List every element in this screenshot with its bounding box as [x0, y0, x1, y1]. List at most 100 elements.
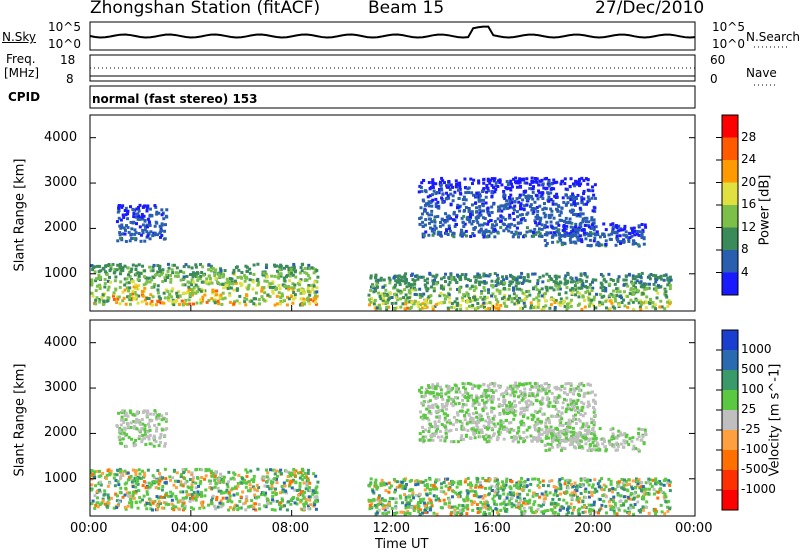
heatmap-cell [497, 496, 501, 500]
heatmap-cell [121, 204, 125, 208]
heatmap-cell [534, 436, 538, 440]
heatmap-cell [622, 238, 626, 242]
heatmap-cell [483, 288, 487, 292]
heatmap-cell [106, 264, 110, 268]
heatmap-cell [626, 284, 630, 288]
heatmap-cell [134, 420, 138, 424]
heatmap-cell [398, 279, 402, 283]
heatmap-cell [120, 428, 124, 432]
heatmap-cell [593, 183, 597, 187]
heatmap-cell [199, 274, 203, 278]
heatmap-cell [439, 277, 443, 281]
heatmap-cell [624, 282, 628, 286]
heatmap-cell [565, 296, 569, 300]
heatmap-cell [537, 485, 541, 489]
heatmap-cell [513, 302, 517, 306]
heatmap-cell [562, 299, 566, 303]
heatmap-cell [472, 178, 476, 182]
heatmap-cell [545, 231, 549, 235]
heatmap-cell [134, 473, 138, 477]
heatmap-cell [576, 231, 580, 235]
heatmap-cell [586, 289, 590, 293]
heatmap-cell [512, 493, 516, 497]
heatmap-cell [231, 476, 235, 480]
heatmap-cell [467, 296, 471, 300]
heatmap-cell [528, 183, 532, 187]
heatmap-cell [536, 279, 540, 283]
heatmap-cell [592, 239, 596, 243]
heatmap-cell [608, 294, 612, 298]
heatmap-cell [126, 266, 130, 270]
heatmap-cell [292, 290, 296, 294]
heatmap-cell [152, 444, 156, 448]
heatmap-cell [221, 503, 225, 507]
heatmap-cell [597, 508, 601, 512]
heatmap-cell [149, 498, 153, 502]
heatmap-cell [538, 409, 542, 413]
heatmap-cell [294, 480, 298, 484]
heatmap-cell [481, 204, 485, 208]
heatmap-cell [600, 477, 604, 481]
heatmap-cell [622, 233, 626, 237]
heatmap-cell [209, 264, 213, 268]
heatmap-cell [159, 435, 163, 439]
heatmap-cell [189, 273, 193, 277]
heatmap-cell [541, 196, 545, 200]
heatmap-cell [464, 205, 468, 209]
heatmap-cell [496, 281, 500, 285]
heatmap-cell [498, 494, 502, 498]
heatmap-cell [602, 285, 606, 289]
heatmap-cell [471, 303, 475, 307]
heatmap-cell [447, 196, 451, 200]
heatmap-cell [480, 290, 484, 294]
heatmap-cell [163, 481, 167, 485]
heatmap-cell [541, 207, 545, 211]
heatmap-cell [461, 198, 465, 202]
heatmap-cell [442, 285, 446, 289]
heatmap-cell [387, 510, 391, 514]
heatmap-cell [483, 217, 487, 221]
heatmap-cell [537, 230, 541, 234]
heatmap-cell [465, 512, 469, 516]
heatmap-cell [160, 272, 164, 276]
heatmap-cell [583, 223, 587, 227]
heatmap-cell [429, 412, 433, 416]
heatmap-cell [555, 180, 559, 184]
heatmap-cell [118, 262, 122, 266]
heatmap-cell [459, 274, 463, 278]
heatmap-cell [450, 495, 454, 499]
heatmap-cell [459, 508, 463, 512]
heatmap-cell [308, 276, 312, 280]
heatmap-cell [134, 443, 138, 447]
heatmap-cell [127, 273, 131, 277]
heatmap-cell [540, 223, 544, 227]
heatmap-cell [221, 282, 225, 286]
heatmap-cell [304, 475, 308, 479]
heatmap-cell [582, 202, 586, 206]
heatmap-cell [522, 178, 526, 182]
heatmap-cell [174, 505, 178, 509]
heatmap-cell [549, 182, 553, 186]
heatmap-cell [403, 288, 407, 292]
heatmap-cell [557, 512, 561, 516]
heatmap-cell [448, 227, 452, 231]
heatmap-cell [519, 483, 523, 487]
heatmap-cell [474, 483, 478, 487]
heatmap-cell [450, 510, 454, 514]
heatmap-cell [600, 295, 604, 299]
heatmap-cell [243, 274, 247, 278]
heatmap-cell [582, 179, 586, 183]
heatmap-cell [443, 424, 447, 428]
heatmap-cell [284, 286, 288, 290]
heatmap-cell [539, 216, 543, 220]
heatmap-cell [587, 302, 591, 306]
heatmap-cell [552, 288, 556, 292]
heatmap-cell [309, 298, 313, 302]
heatmap-cell [134, 268, 138, 272]
heatmap-cell [130, 480, 134, 484]
heatmap-cell [410, 505, 414, 509]
heatmap-cell [548, 421, 552, 425]
heatmap-cell [419, 185, 423, 189]
heatmap-cell [285, 508, 289, 512]
heatmap-cell [127, 435, 131, 439]
